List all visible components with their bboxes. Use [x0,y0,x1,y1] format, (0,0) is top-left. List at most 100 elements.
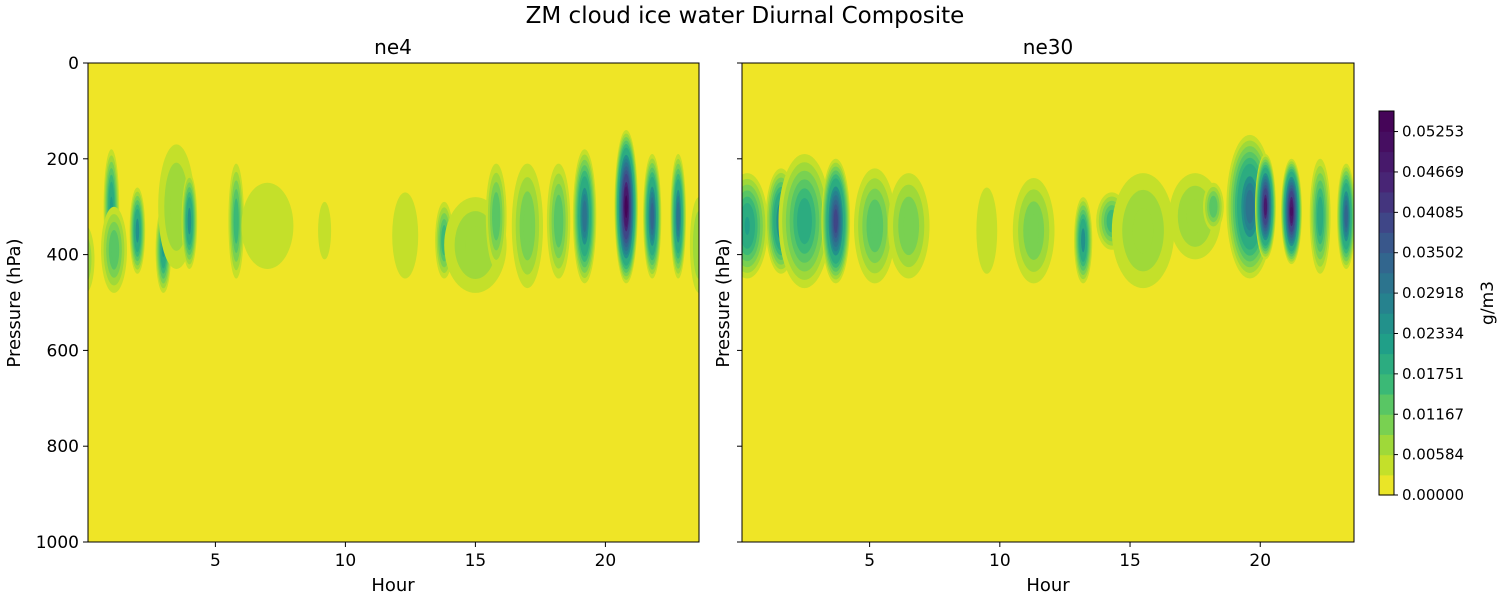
contour-cell-0 [742,173,769,279]
contour-cell-14 [1255,154,1276,260]
contour-cell-8 [241,182,294,269]
colorbar-segment [1379,292,1394,314]
contour-cell-17 [614,130,638,284]
colorbar-segment [1379,393,1394,415]
contour-level [135,223,139,238]
colorbar-segment [1379,474,1394,496]
contour-cell-12 [1202,182,1224,231]
contour-level [398,211,412,260]
contour-level [1081,233,1085,247]
axes-frame-ne4 [87,62,700,543]
contour-cell-17 [1337,163,1354,269]
contour-level [1344,209,1348,223]
y-tick-label: 400 [47,246,79,266]
panel-title-ne4: ne4 [374,35,412,59]
contour-cell-2 [778,154,831,289]
contour-level [1211,200,1216,213]
contour-level [800,208,809,234]
colorbar-segment [1379,454,1394,476]
contour-level [1263,201,1267,212]
colorbar-tick-label: 0.03502 [1402,244,1464,262]
colorbar-segment [1379,272,1394,294]
contour-level [1289,206,1293,217]
contour-cell-20 [689,197,699,293]
contour-cell-7 [1012,177,1055,284]
x-tick-label: 5 [864,551,875,571]
colorbar-tick-label: 0.01751 [1402,365,1464,383]
contour-level [583,207,587,226]
colorbar-segment [1379,111,1394,132]
contour-level [234,208,238,234]
colorbar-tick-label: 0.04669 [1402,163,1464,181]
y-tick-label: 600 [47,341,79,361]
contour-cell-10 [392,192,419,279]
contour-level [1132,208,1154,254]
contour-level [465,226,486,264]
contour-cell-5 [887,173,930,279]
contour-cell-8 [1074,197,1093,284]
contour-level [1028,214,1039,247]
colorbar-segment [1379,232,1394,254]
panel-ne30: ne30 5 10 15 20 Hour Pressure (hPa) [713,35,1355,596]
y-tick-label: 200 [47,150,79,170]
contour-cell-6 [181,173,198,269]
colorbar-segment [1379,191,1394,213]
ylabel-ne30: Pressure (hPa) [713,238,734,367]
contour-cell-15 [546,163,571,279]
colorbar-segment [1379,434,1394,456]
contour-cell-6 [976,187,998,274]
contour-level [1186,199,1204,234]
contour-level [695,226,699,264]
contour-level [870,211,879,241]
colorbar-ticks: 0.00000 0.00584 0.01167 0.01751 0.02334 0.029… [1394,123,1464,504]
figure-title: ZM cloud ice water Diurnal Composite [526,3,965,29]
contour-level [1247,197,1252,217]
contour-cell-12 [444,197,507,293]
contour-cell-16 [1309,158,1331,274]
contour-level [676,208,680,225]
contour-cell-2 [101,206,127,293]
colorbar-segment [1379,212,1394,233]
contour-cell-10 [1111,173,1175,289]
contour-cell-14 [511,163,543,289]
y-tick-label: 0 [68,54,79,74]
field-background [88,63,699,542]
colorbar-tick-label: 0.01167 [1402,405,1464,423]
contour-cell-4 [853,168,896,284]
contour-level [523,206,532,246]
colorbar-segment [1379,353,1394,375]
contour-cell-13 [485,163,507,269]
colorbar-segment [1379,171,1394,193]
contour-cell-16 [572,149,597,284]
y-tick-label: 1000 [36,533,79,553]
colorbar: 0.00000 0.00584 0.01167 0.01751 0.02334 0.029… [1378,110,1498,504]
contour-level [650,208,654,224]
colorbar-segment [1379,333,1394,355]
colorbar-segment [1379,151,1394,173]
colorbar-tick-label: 0.05253 [1402,123,1464,141]
colorbar-tick-label: 0.04085 [1402,203,1464,221]
colorbar-segment [1379,131,1394,153]
colorbar-tick-label: 0.00584 [1402,446,1464,464]
contour-level [187,213,191,229]
contour-cell-9 [318,201,332,260]
xlabel-ne30: Hour [1026,575,1070,596]
contour-level [88,227,95,292]
axes-ticks-ne30: 5 10 15 20 [737,62,1271,571]
contour-level [88,237,92,281]
x-tick-label: 10 [989,551,1011,571]
colorbar-frame [1378,110,1395,496]
contour-level [834,214,838,228]
x-tick-label: 5 [210,551,221,571]
x-tick-label: 10 [335,551,357,571]
contour-cell-18 [643,154,662,279]
colorbar-tick-label: 0.02918 [1402,284,1464,302]
colorbar-tick-label: 0.02334 [1402,325,1464,343]
colorbar-label: g/m3 [1478,281,1498,325]
colorbar-gradient [1379,111,1394,496]
y-tick-label: 800 [47,437,79,457]
contour-cell-0 [88,227,95,292]
field-background [742,63,1354,542]
contour-cell-3 [821,158,851,284]
